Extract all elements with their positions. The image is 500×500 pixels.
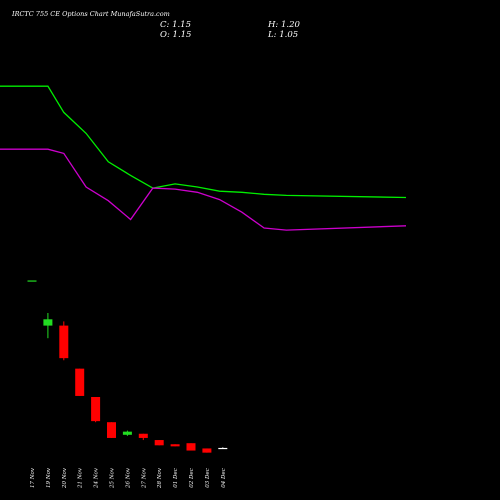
- x-tick-label: 02 Dec: [189, 468, 195, 488]
- candle: [154, 440, 164, 446]
- candle: [218, 447, 228, 450]
- candle-body: [202, 448, 212, 453]
- x-tick-label: 27 Nov: [141, 467, 147, 489]
- x-tick-label: 20 Nov: [62, 467, 68, 489]
- candle: [43, 313, 53, 339]
- lower-band-line: [0, 148, 407, 231]
- candle: [122, 430, 132, 436]
- chart-title: IRCTC 755 CE Options Chart MunafaSutra.c…: [11, 10, 170, 18]
- x-tick-label: 03 Dec: [205, 468, 211, 488]
- close-readout: C: 1.15: [160, 20, 191, 30]
- x-tick-label: 17 Nov: [30, 467, 36, 488]
- x-tick-label: 01 Dec: [173, 468, 179, 488]
- candle-body: [27, 280, 37, 282]
- upper-band-line: [0, 85, 407, 199]
- candle: [202, 448, 212, 453]
- x-tick-label: 25 Nov: [110, 467, 116, 489]
- candle-body: [59, 325, 69, 359]
- x-tick-label: 28 Nov: [157, 467, 163, 489]
- x-axis-labels: 17 Nov 19 Nov 20 Nov 21 Nov 24 Nov 25 Nov 26 N…: [30, 467, 227, 489]
- low-readout: L: 1.05: [267, 30, 298, 40]
- candles-layer: [27, 280, 228, 453]
- candle-body: [43, 319, 53, 326]
- candle: [75, 368, 85, 396]
- candle-body: [107, 422, 116, 438]
- candle-body: [170, 444, 180, 447]
- candle-body: [218, 447, 228, 450]
- candle: [138, 433, 148, 441]
- candle-body: [138, 433, 148, 438]
- candle: [170, 444, 180, 447]
- x-tick-label: 24 Nov: [94, 467, 100, 489]
- candle: [91, 397, 101, 423]
- x-tick-label: 26 Nov: [125, 467, 131, 489]
- bands-layer: [0, 85, 407, 231]
- candle: [59, 321, 69, 361]
- x-tick-label: 04 Dec: [221, 468, 227, 488]
- candle-body: [91, 397, 101, 422]
- x-tick-label: 21 Nov: [78, 467, 84, 489]
- candle-body: [154, 440, 164, 446]
- x-tick-label: 19 Nov: [46, 467, 52, 488]
- candle: [27, 280, 37, 282]
- open-readout: O: 1.15: [160, 30, 191, 40]
- candle: [186, 443, 196, 451]
- candle-body: [186, 443, 196, 451]
- candle-body: [122, 431, 132, 435]
- high-readout: H: 1.20: [267, 20, 300, 30]
- candle: [107, 422, 116, 438]
- candle-body: [75, 368, 85, 396]
